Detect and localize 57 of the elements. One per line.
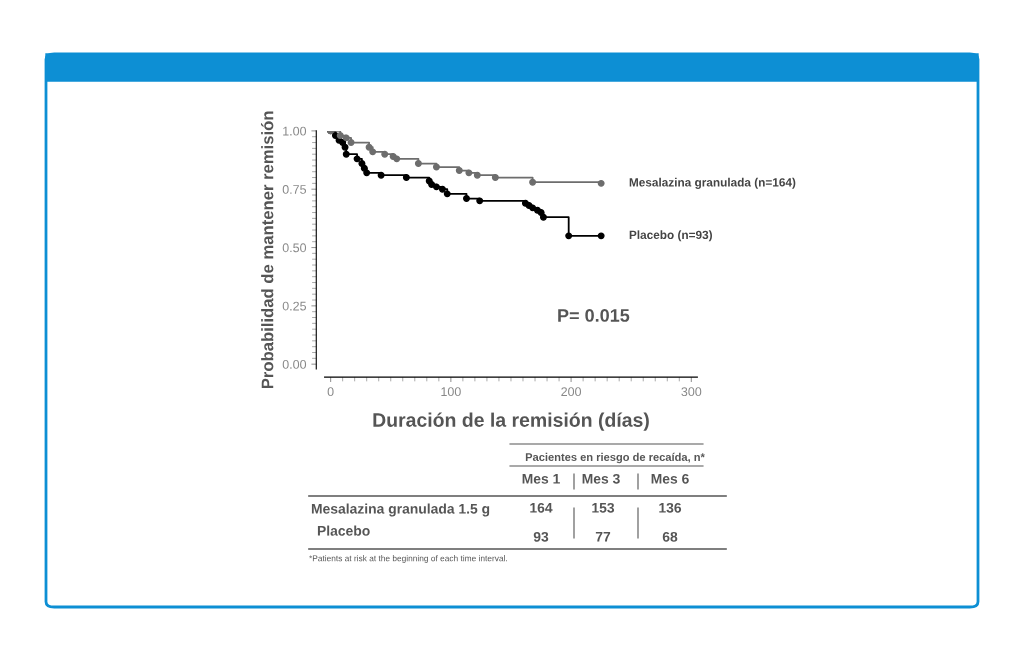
annotation: P= 0.015 bbox=[558, 309, 630, 322]
point bbox=[336, 132, 344, 140]
x-axis-title: Duración de la remisión (días) bbox=[373, 412, 649, 431]
point bbox=[393, 155, 401, 163]
point bbox=[402, 174, 410, 182]
y-tick-label: 0.25 bbox=[282, 301, 307, 311]
point bbox=[443, 190, 451, 198]
point bbox=[365, 143, 373, 151]
text: 136 bbox=[659, 502, 682, 513]
point bbox=[597, 179, 605, 187]
text: Mes 3 bbox=[582, 473, 620, 484]
point bbox=[341, 143, 349, 151]
point bbox=[381, 150, 389, 158]
point bbox=[491, 174, 499, 182]
point bbox=[465, 169, 473, 177]
point bbox=[455, 167, 463, 175]
point bbox=[597, 232, 605, 240]
y-tick-label: 1.00 bbox=[283, 126, 307, 136]
x-tick-label: 100 bbox=[441, 387, 461, 397]
text: 77 bbox=[595, 532, 611, 542]
text: Mesalazina granulada (n=164) bbox=[629, 177, 796, 189]
point bbox=[529, 178, 537, 186]
text: *Patients at risk at the beginning of each time interval. bbox=[309, 555, 507, 563]
y-tick-label: 0.75 bbox=[282, 185, 307, 194]
text: Placebo (n=93) bbox=[629, 230, 712, 242]
text: 164 bbox=[530, 502, 553, 513]
point bbox=[342, 150, 350, 158]
y-axis-title: Probabilidad de mantener remisión bbox=[260, 111, 274, 389]
text: Mesalazina granulada 1.5 g bbox=[311, 503, 490, 517]
point bbox=[539, 213, 547, 221]
point bbox=[476, 197, 484, 205]
point bbox=[414, 160, 422, 168]
point bbox=[432, 163, 440, 171]
text: 153 bbox=[592, 502, 615, 513]
y-tick-label: 0.00 bbox=[282, 359, 307, 369]
text: Mes 1 bbox=[522, 474, 560, 484]
point bbox=[432, 183, 440, 191]
point bbox=[565, 232, 573, 240]
point bbox=[342, 134, 350, 142]
point bbox=[347, 139, 355, 147]
text: 93 bbox=[533, 531, 549, 542]
text: Mes 6 bbox=[651, 473, 689, 484]
x-tick-label: 300 bbox=[681, 387, 702, 397]
x-tick-label: 200 bbox=[561, 387, 582, 397]
text: Placebo bbox=[317, 525, 370, 536]
point bbox=[428, 181, 436, 189]
point bbox=[463, 195, 470, 203]
text: 68 bbox=[662, 531, 678, 542]
point bbox=[369, 148, 377, 156]
point bbox=[363, 169, 371, 177]
text: Pacientes en riesgo de recaída, n* bbox=[525, 452, 705, 464]
point bbox=[353, 155, 361, 163]
point bbox=[377, 171, 385, 179]
x-tick-label: 0 bbox=[327, 387, 334, 397]
point bbox=[438, 185, 446, 193]
y-tick-label: 0.50 bbox=[282, 243, 307, 253]
point bbox=[473, 171, 481, 179]
